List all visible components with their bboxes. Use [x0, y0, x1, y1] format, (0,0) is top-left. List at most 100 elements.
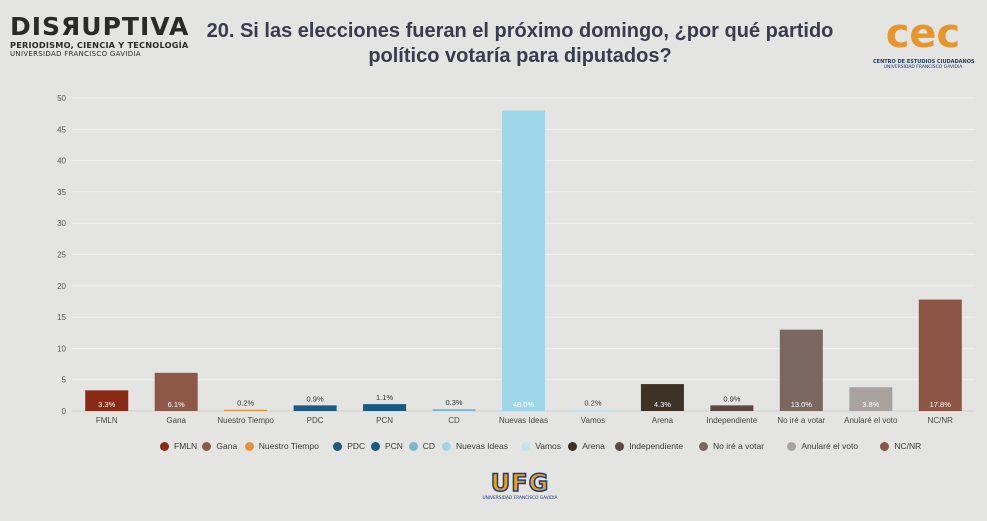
legend-item: FMLN: [160, 441, 197, 451]
cec-logo: cec CENTRO DE ESTUDIOS CIUDADANOS UNIVER…: [873, 11, 975, 71]
header: DISЯUPTIVA PERIODISMO, CIENCIA Y TECNOLO…: [0, 0, 987, 80]
legend-item: Vamos: [521, 441, 561, 451]
legend-label: Nuevas Ideas: [456, 441, 508, 451]
y-tick-label: 15: [57, 313, 66, 322]
y-tick-label: 5: [62, 376, 67, 385]
disruptiva-logo: DISЯUPTIVA PERIODISMO, CIENCIA Y TECNOLO…: [10, 12, 190, 59]
ufg-logo: UFG UNIVERSIDAD FRANCISCO GAVIDIA: [470, 469, 570, 510]
ufg-logo-text: UFG: [490, 469, 550, 497]
y-tick-label: 20: [57, 282, 66, 291]
data-label: 0.3%: [445, 398, 462, 407]
ufg-logo-sub: UNIVERSIDAD FRANCISCO GAVIDIA: [482, 496, 558, 501]
legend-swatch-icon: [202, 441, 212, 451]
cec-logo-text: cec: [886, 14, 961, 54]
legend-label: FMLN: [174, 441, 198, 451]
bar: [779, 329, 823, 411]
legend-swatch-icon: [244, 441, 254, 451]
bar: [432, 409, 476, 411]
legend-label: Independiente: [629, 441, 684, 451]
legend-label: CD: [422, 441, 436, 451]
legend-item: CD: [408, 441, 436, 451]
bar: [85, 390, 129, 411]
legend-swatch-icon: [371, 441, 380, 451]
legend-label: PCN: [385, 441, 403, 451]
x-tick-label: CD: [448, 416, 460, 425]
x-tick-label: NC/NR: [928, 416, 954, 425]
bar: [363, 404, 407, 411]
x-tick-label: Anularé el voto: [844, 416, 898, 425]
y-tick-label: 30: [57, 219, 66, 228]
legend-label: PDC: [347, 441, 366, 451]
legend-label: Anularé el voto: [801, 441, 859, 451]
data-label: 3.8%: [862, 400, 879, 409]
data-label: 17.8%: [930, 400, 952, 409]
y-tick-label: 25: [57, 251, 66, 260]
x-tick-label: FMLN: [96, 416, 118, 425]
data-label: 48.0%: [513, 400, 535, 409]
y-tick-label: 50: [57, 94, 66, 103]
bar: [224, 409, 268, 411]
y-tick-label: 45: [57, 125, 66, 134]
x-tick-label: PCN: [376, 416, 393, 425]
y-tick-label: 10: [57, 344, 66, 353]
bar: [918, 299, 962, 411]
legend-swatch-icon: [408, 441, 418, 451]
bar: [502, 110, 545, 412]
legend-swatch-icon: [699, 441, 708, 451]
legend-label: Gana: [216, 441, 238, 451]
x-tick-label: PDC: [307, 416, 324, 425]
y-tick-label: 35: [57, 188, 66, 197]
legend-label: No iré a votar: [713, 441, 765, 451]
legend-item: Nuevas Ideas: [442, 441, 508, 451]
cec-logo-mark-icon: cec: [886, 11, 961, 57]
data-label: 0.9%: [723, 394, 740, 403]
data-label: 3.3%: [98, 400, 115, 409]
data-label: 1.1%: [376, 393, 393, 402]
x-tick-label: Independiente: [707, 416, 758, 425]
legend-label: Vamos: [535, 441, 562, 451]
legend-item: PDC: [333, 441, 365, 451]
x-tick-label: Vamos: [581, 416, 605, 425]
y-tick-label: 40: [57, 157, 66, 166]
x-tick-label: Nuevas Ideas: [499, 416, 548, 425]
x-tick-label: Gana: [166, 416, 186, 425]
legend-swatch-icon: [521, 441, 531, 451]
legend-swatch-icon: [442, 441, 451, 451]
disruptiva-logo-university: UNIVERSIDAD FRANCISCO GAVIDIA: [10, 50, 141, 58]
legend-swatch-icon: [160, 441, 169, 451]
legend-swatch-icon: [568, 441, 578, 451]
legend-swatch-icon: [615, 441, 625, 451]
data-label: 0.9%: [307, 394, 324, 403]
legend-item: Gana: [202, 441, 237, 451]
legend-label: NC/NR: [894, 441, 922, 451]
disruptiva-logo-name: DISЯUPTIVA: [10, 12, 190, 41]
bar: [849, 387, 893, 411]
disruptiva-logo-tagline: PERIODISMO, CIENCIA Y TECNOLOGÍA: [10, 40, 189, 50]
data-label: 4.3%: [654, 400, 671, 409]
x-tick-label: Nuestro Tiempo: [217, 416, 274, 425]
legend-item: PCN: [371, 441, 403, 451]
bar-chart: 0 5 10 15 20 25 30 35 40 45 50 3.3% FMLN 6.1% Gana 0.2%…: [57, 94, 975, 425]
bar: [571, 409, 615, 411]
legend-swatch-icon: [333, 441, 343, 451]
x-tick-label: No iré a votar: [777, 416, 825, 425]
bar: [293, 405, 337, 411]
data-label: 13.0%: [791, 400, 813, 409]
x-tick-label: Arena: [652, 416, 674, 425]
chart-legend: FMLN Gana Nuestro Tiempo PDC PCN CD Nuevas Ide…: [160, 441, 922, 455]
legend-label: Arena: [582, 441, 605, 451]
legend-item: Nuestro Tiempo: [244, 441, 319, 451]
bar: [710, 405, 754, 411]
chart-title: 20. Si las elecciones fueran el próximo …: [180, 19, 860, 69]
legend-item: Anularé el voto: [787, 441, 858, 451]
data-label: 0.2%: [584, 399, 601, 408]
legend-item: No iré a votar: [699, 441, 764, 451]
cec-logo-name: CENTRO DE ESTUDIOS CIUDADANOS: [873, 59, 975, 65]
bar: [640, 384, 684, 411]
cec-logo-university: UNIVERSIDAD FRANCISCO GAVIDIA: [883, 65, 963, 70]
legend-swatch-icon: [880, 441, 890, 451]
chart-title-line-2: político votaría para diputados?: [368, 45, 672, 67]
legend-label: Nuestro Tiempo: [258, 441, 319, 451]
y-tick-label: 0: [62, 407, 67, 416]
data-label: 6.1%: [168, 400, 185, 409]
